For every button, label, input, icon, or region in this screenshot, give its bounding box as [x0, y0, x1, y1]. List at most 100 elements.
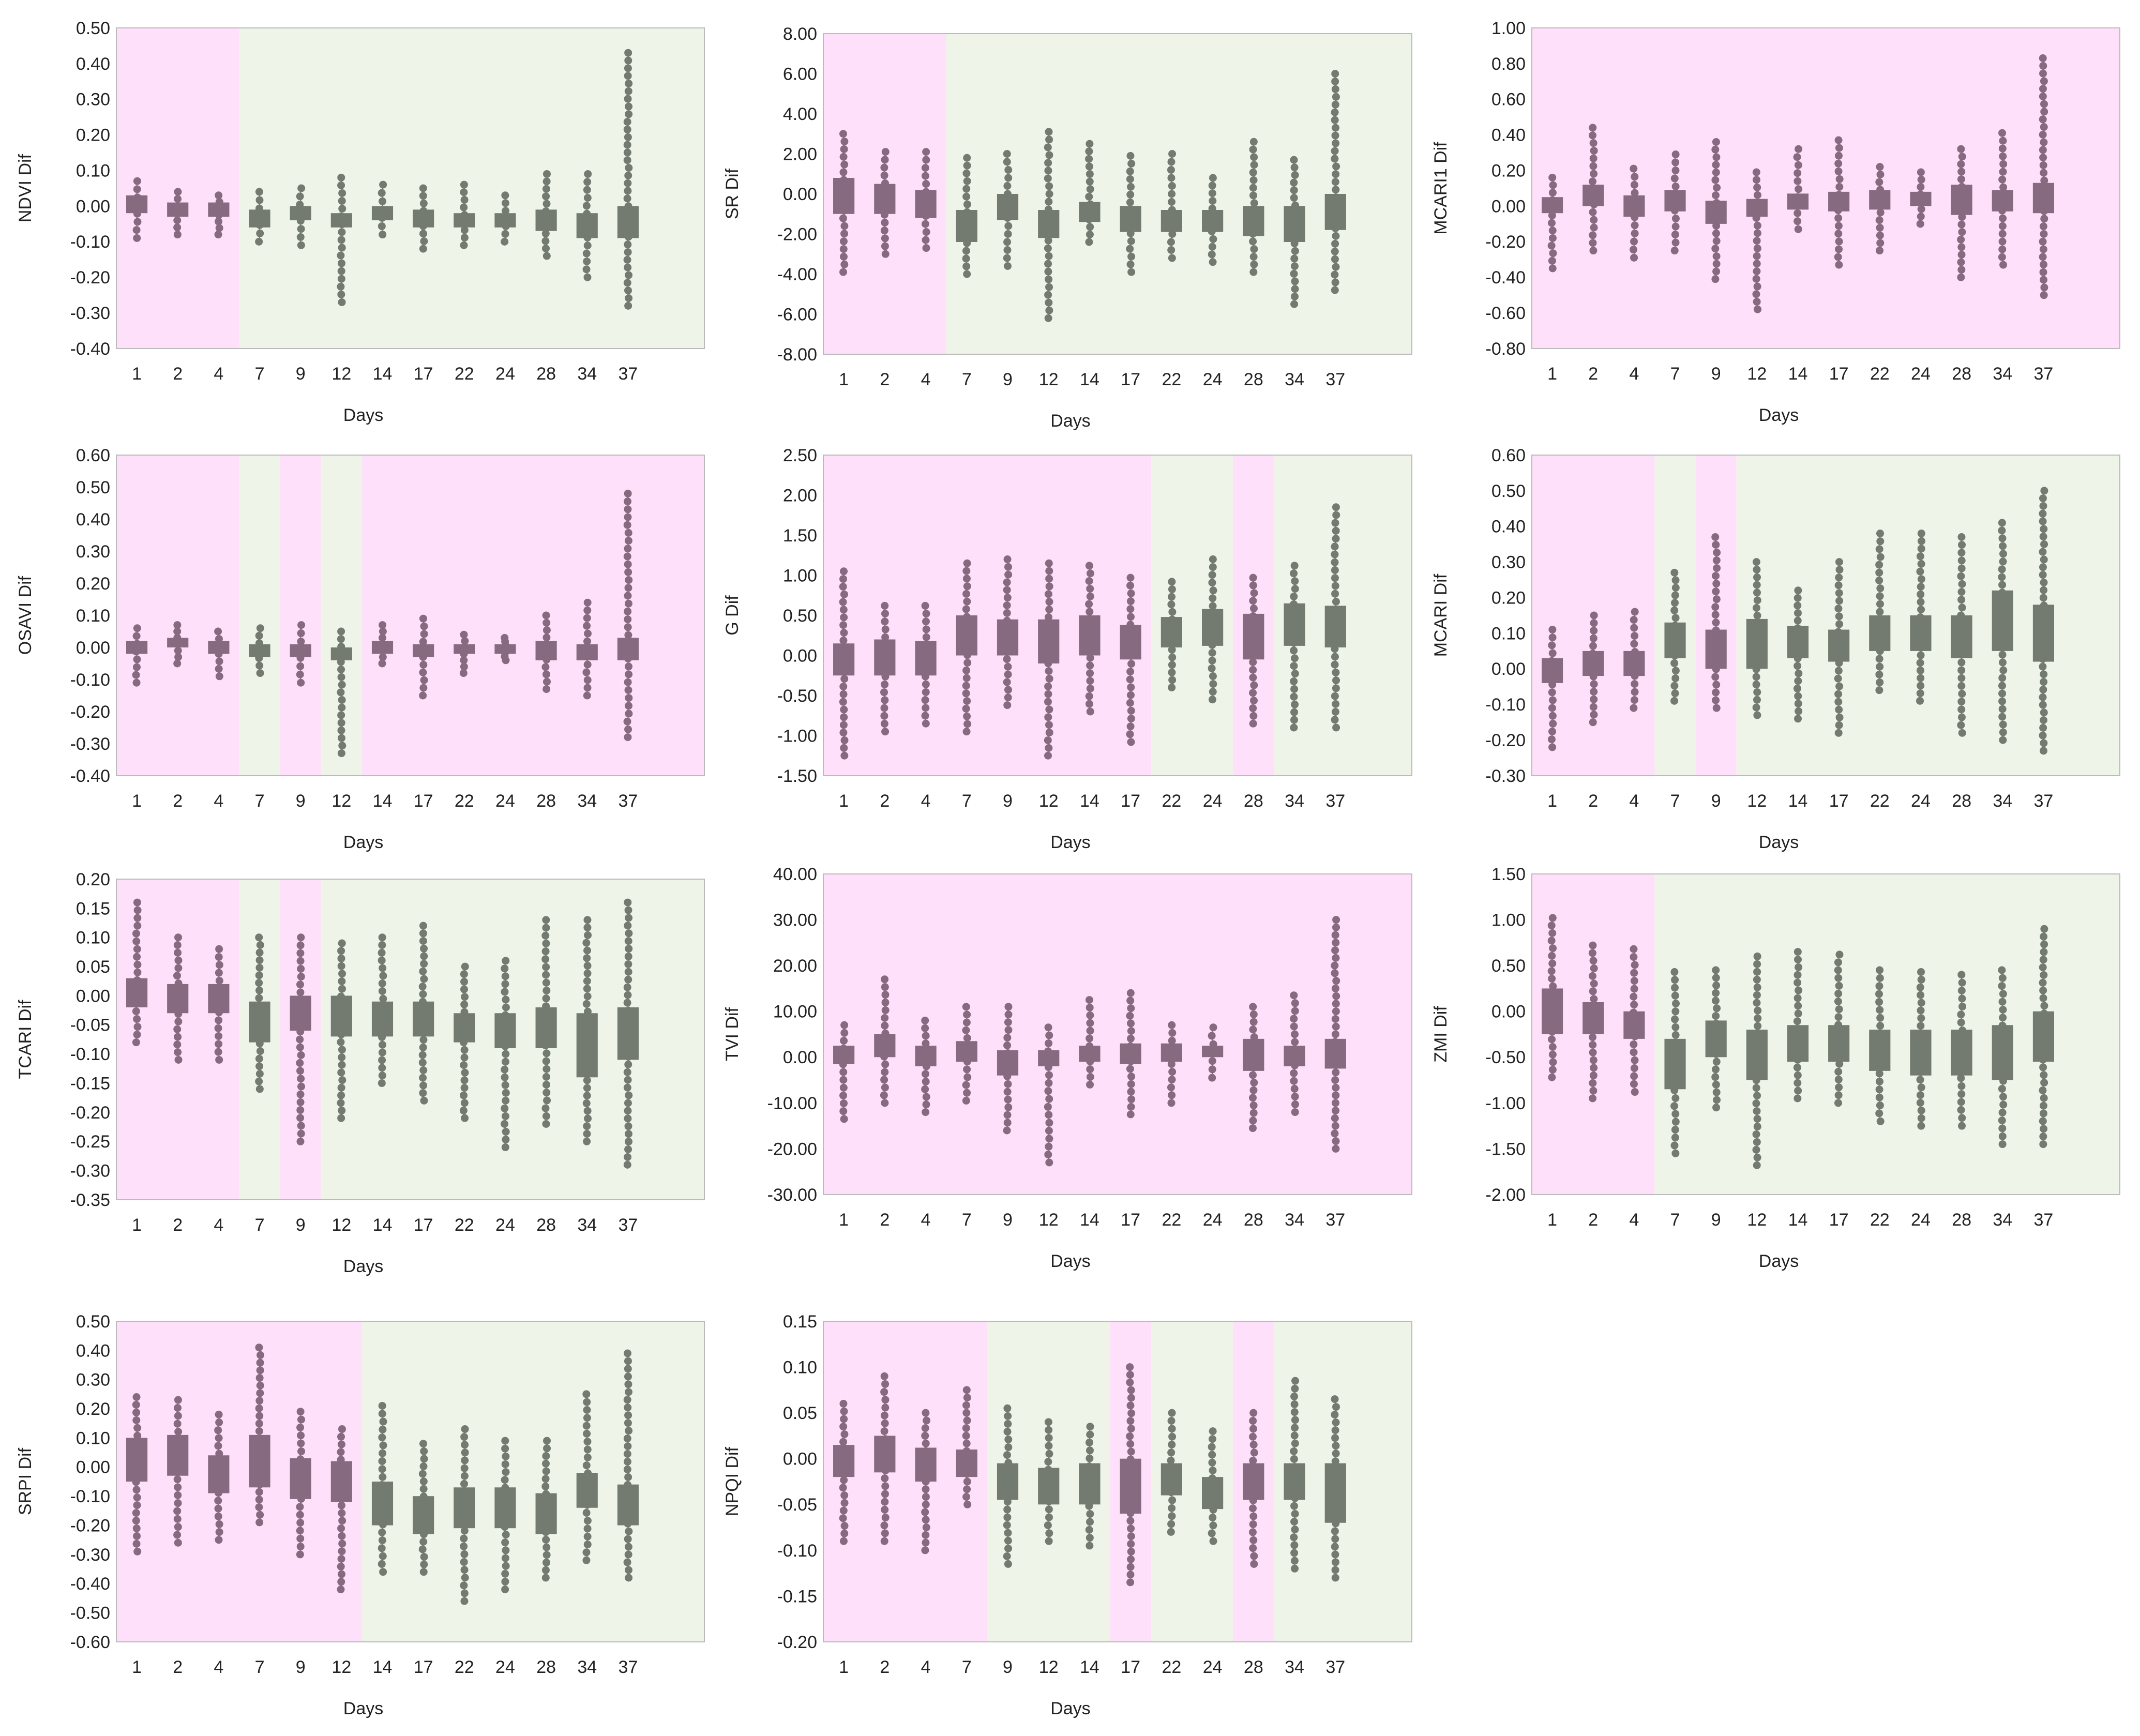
chart-5-data-point	[1209, 602, 1217, 610]
chart-7-data-point	[420, 944, 428, 953]
chart-9-data-point	[2039, 994, 2047, 1002]
chart-10-data-point	[379, 1568, 387, 1576]
chart-6-data-point	[1753, 581, 1761, 589]
chart-9-data-point	[1589, 1079, 1597, 1087]
chart-7-data-point	[502, 1136, 510, 1144]
chart-3-box	[2032, 183, 2054, 214]
chart-6-data-point	[1549, 719, 1557, 728]
chart-10-x-tick-label: 2	[173, 1657, 183, 1677]
chart-11-data-point	[963, 1485, 971, 1493]
chart-5-y-tick-label: 2.00	[783, 486, 817, 505]
chart-6-data-point	[1794, 594, 1802, 602]
chart-6-y-tick-label: 0.00	[1491, 659, 1526, 679]
chart-1-data-point	[624, 263, 632, 271]
chart-5-data-point	[1331, 582, 1339, 590]
chart-1-data-point	[297, 241, 305, 249]
chart-6-x-tick-label: 14	[1788, 791, 1808, 811]
chart-3-data-point	[2039, 222, 2047, 231]
chart-11-x-tick-label: 1	[839, 1657, 849, 1677]
chart-6-data-point	[1548, 641, 1556, 650]
chart-9-box	[1623, 1011, 1645, 1039]
chart-7: 0.200.150.100.050.00-0.05-0.10-0.15-0.20…	[16, 870, 705, 1276]
chart-5-data-point	[1168, 684, 1176, 691]
chart-8-data-point	[1331, 931, 1339, 939]
chart-6-data-point	[1835, 705, 1843, 714]
chart-5-data-point	[922, 610, 930, 618]
chart-4-data-point	[296, 670, 304, 678]
chart-10-data-point	[296, 1503, 304, 1511]
chart-11-data-point	[1249, 1441, 1258, 1449]
chart-8-box	[956, 1041, 977, 1062]
chart-10-box	[371, 1482, 394, 1526]
chart-4-data-point	[419, 660, 428, 669]
chart-2-data-point	[1044, 260, 1052, 268]
chart-6-data-point	[1795, 669, 1803, 677]
chart-11-data-point	[1331, 1411, 1339, 1419]
chart-9-data-point	[1876, 966, 1884, 974]
chart-2-data-point	[881, 250, 890, 258]
chart-7-box	[494, 1013, 516, 1048]
chart-6-data-point	[2040, 540, 2048, 548]
chart-3-data-point	[1712, 252, 1721, 260]
chart-7-data-point	[214, 1024, 222, 1032]
chart-3-data-point	[1753, 260, 1761, 268]
chart-4-data-point	[624, 529, 632, 537]
chart-11-data-point	[1250, 1448, 1258, 1457]
chart-6-data-point	[2039, 693, 2047, 701]
chart-1-plot-frame	[116, 27, 705, 349]
chart-10-data-point	[461, 1456, 469, 1465]
chart-1-data-point	[255, 196, 264, 204]
chart-10-data-point	[173, 1531, 182, 1539]
chart-5-data-point	[1209, 594, 1217, 602]
chart-2-x-tick-label: 28	[1244, 370, 1263, 389]
chart-4-data-point	[133, 624, 141, 632]
chart-5-data-point	[922, 688, 930, 696]
chart-10-data-point	[297, 1447, 306, 1455]
chart-5-data-point	[1331, 542, 1339, 551]
chart-7-data-point	[296, 1137, 305, 1145]
chart-11-data-point	[1168, 1504, 1176, 1512]
chart-9-data-point	[1794, 955, 1802, 963]
chart-11-data-point	[1331, 1395, 1339, 1403]
chart-2-data-point	[1126, 152, 1135, 160]
chart-4-data-point	[624, 584, 632, 592]
chart-9-data-point	[2040, 1094, 2048, 1102]
chart-9-data-point	[1671, 976, 1679, 984]
chart-1-x-axis-label: Days	[343, 405, 383, 425]
chart-2-data-point	[1085, 192, 1093, 201]
chart-2-data-point	[1045, 298, 1053, 307]
chart-5-x-tick-label: 7	[962, 791, 972, 811]
chart-3-data-point	[1754, 305, 1762, 313]
chart-2-data-point	[1208, 189, 1216, 198]
chart-9-x-tick-label: 4	[1629, 1210, 1639, 1230]
chart-3-data-point	[1671, 150, 1680, 159]
chart-8-shaded-region-1	[823, 874, 1412, 1195]
chart-10-y-tick-label: -0.50	[70, 1604, 111, 1623]
chart-2-x-tick-label: 34	[1285, 370, 1304, 389]
chart-2-data-point	[1004, 230, 1012, 238]
chart-8-data-point	[1086, 1073, 1094, 1081]
chart-11-data-point	[1045, 1450, 1053, 1458]
chart-5-data-point	[839, 621, 848, 629]
chart-6-x-tick-label: 9	[1711, 791, 1721, 811]
chart-2-data-point	[1126, 245, 1134, 253]
chart-9-data-point	[1834, 989, 1843, 998]
chart-6-data-point	[2039, 731, 2047, 739]
chart-7-data-point	[378, 941, 386, 949]
chart-7-data-point	[542, 924, 550, 932]
chart-4-data-point	[296, 662, 305, 670]
chart-11-x-axis-label: Days	[1050, 1699, 1090, 1718]
chart-9-data-point	[1753, 968, 1761, 976]
chart-6-data-point	[1999, 542, 2007, 550]
chart-8-data-point	[839, 1076, 848, 1084]
chart-9-y-tick-label: -1.50	[1486, 1139, 1526, 1159]
chart-7-data-point	[461, 993, 469, 1001]
chart-6-data-point	[1671, 599, 1679, 607]
chart-7-data-point	[541, 1104, 550, 1112]
chart-8-data-point	[1249, 1018, 1258, 1026]
chart-7-data-point	[214, 1048, 222, 1056]
chart-7-data-point	[583, 916, 592, 924]
chart-9-data-point	[1589, 1071, 1598, 1080]
chart-2-x-tick-label: 14	[1080, 370, 1099, 389]
chart-11-data-point	[840, 1407, 848, 1415]
